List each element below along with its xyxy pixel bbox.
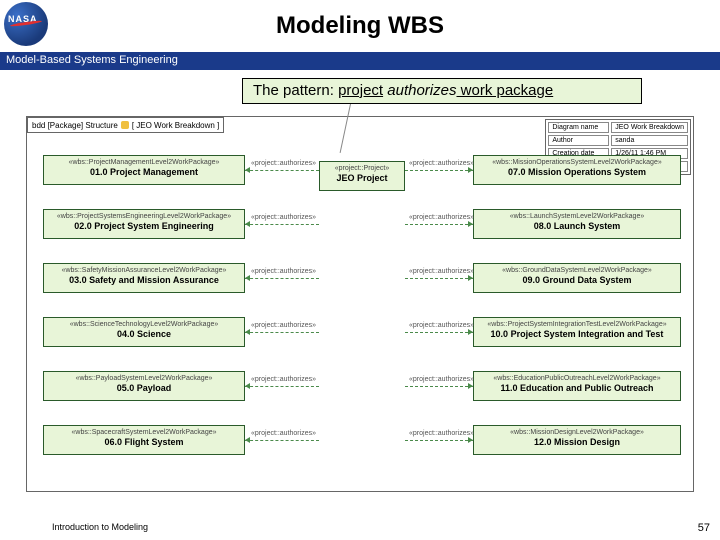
callout-prefix: The pattern:	[253, 82, 338, 99]
connector-label: «project::authorizes»	[409, 430, 474, 437]
wbs-node: «wbs::ProjectSystemsEngineeringLevel2Wor…	[43, 209, 245, 239]
wbs-node: «wbs::SpacecraftSystemLevel2WorkPackage»…	[43, 425, 245, 455]
callout-authorizes: authorizes	[387, 82, 456, 99]
connector-label: «project::authorizes»	[409, 214, 474, 221]
wbs-node: «wbs::LaunchSystemLevel2WorkPackage»08.0…	[473, 209, 681, 239]
header: Modeling WBS	[0, 0, 720, 52]
arrow-icon	[245, 437, 250, 443]
arrow-icon	[468, 221, 473, 227]
subtitle-bar: Model-Based Systems Engineering	[0, 52, 720, 70]
wbs-node: «wbs::ScienceTechnologyLevel2WorkPackage…	[43, 317, 245, 347]
arrow-icon	[468, 437, 473, 443]
bdd-tab: bdd [Package] Structure [ JEO Work Break…	[27, 117, 224, 133]
connector-line	[245, 278, 319, 279]
connector-line	[405, 332, 473, 333]
connector-label: «project::authorizes»	[409, 376, 474, 383]
wbs-node: «wbs::MissionDesignLevel2WorkPackage»12.…	[473, 425, 681, 455]
pattern-callout: The pattern: project authorizes work pac…	[242, 78, 642, 104]
connector-label: «project::authorizes»	[409, 160, 474, 167]
page-title: Modeling WBS	[0, 0, 720, 40]
callout-project: project	[338, 82, 383, 99]
bdd-diagram: bdd [Package] Structure [ JEO Work Break…	[26, 116, 694, 492]
connector-label: «project::authorizes»	[251, 214, 316, 221]
wbs-node: «wbs::SafetyMissionAssuranceLevel2WorkPa…	[43, 263, 245, 293]
arrow-icon	[245, 167, 250, 173]
footer-left: Introduction to Modeling	[52, 522, 148, 532]
wbs-node: «wbs::ProjectManagementLevel2WorkPackage…	[43, 155, 245, 185]
wbs-node: «wbs::PayloadSystemLevel2WorkPackage»05.…	[43, 371, 245, 401]
wbs-node: «wbs::GroundDataSystemLevel2WorkPackage»…	[473, 263, 681, 293]
connector-label: «project::authorizes»	[251, 160, 316, 167]
connector-line	[245, 386, 319, 387]
connector-label: «project::authorizes»	[251, 322, 316, 329]
connector-line	[405, 440, 473, 441]
arrow-icon	[245, 383, 250, 389]
connector-line	[405, 224, 473, 225]
wbs-node: «wbs::EducationPublicOutreachLevel2WorkP…	[473, 371, 681, 401]
connector-line	[245, 332, 319, 333]
connector-label: «project::authorizes»	[251, 268, 316, 275]
arrow-icon	[245, 275, 250, 281]
page-number: 57	[698, 522, 710, 534]
arrow-icon	[468, 275, 473, 281]
connector-line	[405, 278, 473, 279]
connector-label: «project::authorizes»	[409, 268, 474, 275]
connector-line	[405, 170, 473, 171]
arrow-icon	[245, 221, 250, 227]
package-icon	[121, 121, 129, 129]
arrow-icon	[468, 167, 473, 173]
nasa-logo-icon	[4, 2, 48, 46]
arrow-icon	[468, 329, 473, 335]
connector-label: «project::authorizes»	[409, 322, 474, 329]
connector-label: «project::authorizes»	[251, 376, 316, 383]
arrow-icon	[245, 329, 250, 335]
wbs-node: «wbs::ProjectSystemIntegrationTestLevel2…	[473, 317, 681, 347]
wbs-node: «project::Project»JEO Project	[319, 161, 405, 191]
connector-line	[245, 440, 319, 441]
connector-line	[245, 224, 319, 225]
connector-label: «project::authorizes»	[251, 430, 316, 437]
arrow-icon	[468, 383, 473, 389]
connector-line	[405, 386, 473, 387]
connector-line	[245, 170, 319, 171]
callout-workpackage: work package	[456, 82, 553, 99]
wbs-node: «wbs::MissionOperationsSystemLevel2WorkP…	[473, 155, 681, 185]
